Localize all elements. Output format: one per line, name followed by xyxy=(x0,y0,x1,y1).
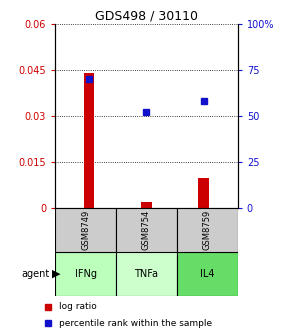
Text: GSM8759: GSM8759 xyxy=(203,210,212,250)
Text: GSM8749: GSM8749 xyxy=(81,210,90,250)
Text: percentile rank within the sample: percentile rank within the sample xyxy=(59,319,212,328)
Bar xyxy=(116,252,177,296)
Bar xyxy=(141,202,152,208)
Bar xyxy=(55,252,116,296)
Bar xyxy=(198,177,209,208)
Bar xyxy=(116,208,177,252)
Bar xyxy=(177,208,238,252)
Text: agent: agent xyxy=(21,269,49,279)
Text: ▶: ▶ xyxy=(52,269,61,279)
Text: TNFa: TNFa xyxy=(135,269,158,279)
Bar xyxy=(55,208,116,252)
Title: GDS498 / 30110: GDS498 / 30110 xyxy=(95,9,198,23)
Bar xyxy=(177,252,238,296)
Text: log ratio: log ratio xyxy=(59,302,97,311)
Text: IFNg: IFNg xyxy=(75,269,97,279)
Text: GSM8754: GSM8754 xyxy=(142,210,151,250)
Text: IL4: IL4 xyxy=(200,269,215,279)
Bar xyxy=(84,73,95,208)
